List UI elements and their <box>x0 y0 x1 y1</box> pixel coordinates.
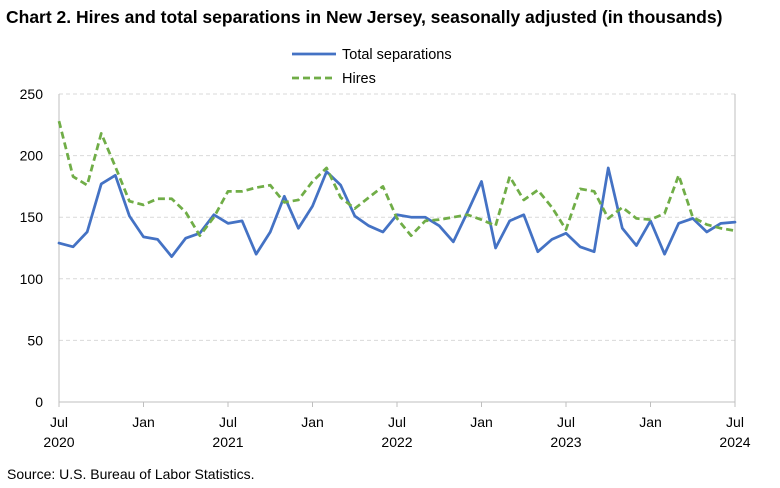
source-note: Source: U.S. Bureau of Labor Statistics. <box>7 466 255 482</box>
x-tick-label: Jan <box>132 414 155 430</box>
legend: Total separations Hires <box>292 47 452 87</box>
x-tick-label: Jan <box>301 414 324 430</box>
y-tick-label: 100 <box>20 271 44 287</box>
x-tick-year-label: 2022 <box>381 434 412 450</box>
x-tick-label: Jan <box>470 414 493 430</box>
legend-label: Hires <box>342 71 376 87</box>
y-tick-label: 50 <box>27 332 43 348</box>
axes <box>58 94 736 403</box>
legend-label: Total separations <box>342 47 452 63</box>
x-tick-label: Jan <box>639 414 662 430</box>
x-tick-label: Jul <box>219 414 237 430</box>
x-axis-ticks: Jul 2020 Jan Jul 2021 Jan Jul 2022 Jan Jul 2023 Jan… <box>43 402 751 450</box>
y-axis-ticks: 0 50 100 150 200 250 <box>20 86 44 410</box>
separations-series-line <box>57 166 737 258</box>
x-tick-label: Jul <box>726 414 744 430</box>
y-tick-label: 150 <box>20 209 44 225</box>
x-tick-year-label: 2020 <box>43 434 74 450</box>
chart-title: Chart 2. Hires and total separations in … <box>6 7 723 27</box>
x-tick-year-label: 2023 <box>550 434 581 450</box>
series-lines <box>57 120 737 258</box>
x-tick-year-label: 2021 <box>212 434 243 450</box>
x-tick-label: Jul <box>557 414 575 430</box>
y-tick-label: 250 <box>20 86 44 102</box>
y-tick-label: 0 <box>35 394 43 410</box>
y-tick-label: 200 <box>20 148 44 164</box>
x-tick-label: Jul <box>50 414 68 430</box>
x-tick-year-label: 2024 <box>719 434 750 450</box>
x-tick-label: Jul <box>388 414 406 430</box>
hires-series-line <box>57 120 736 238</box>
